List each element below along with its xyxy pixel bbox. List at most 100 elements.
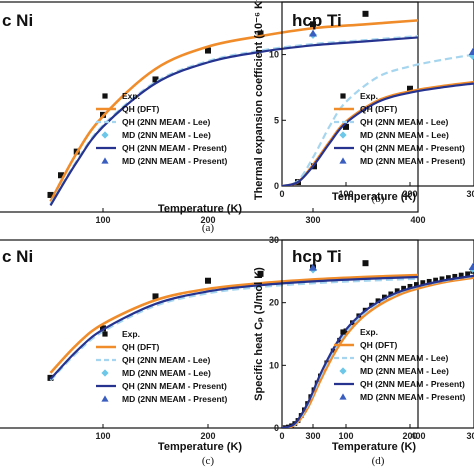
data-point-exp [152, 293, 159, 300]
data-point-md-present [468, 47, 474, 55]
panel-caption: (c) [202, 455, 215, 467]
x-tick-label: 300 [305, 431, 320, 441]
plot-frame [281, 239, 474, 429]
legend: Exp. QH (DFT) QH (2NN MEAM - Lee) MD (2NN M… [96, 91, 227, 166]
plot-area [47, 260, 418, 382]
legend-label: QH (2NN MEAM - Present) [122, 143, 227, 153]
x-axis-label: Temperature (K) [158, 441, 242, 453]
data-point-exp [47, 191, 54, 198]
data-point-md-present [339, 393, 347, 400]
legend-entry: MD (2NN MEAM - Lee) [101, 130, 211, 140]
y-axis-label: Specific heat Cₚ (J/mol K) [253, 267, 265, 401]
legend-label: MD (2NN MEAM - Lee) [360, 130, 449, 140]
data-point-exp [205, 277, 211, 284]
legend-label: MD (2NN MEAM - Lee) [122, 368, 211, 378]
x-tick-label: 0 [279, 189, 284, 199]
data-point-exp [426, 278, 432, 284]
data-point-exp [465, 271, 470, 277]
legend-entry: MD (2NN MEAM - Lee) [339, 366, 449, 376]
data-point-exp [102, 93, 108, 99]
legend-entry: Exp. [340, 91, 378, 101]
data-point-exp [382, 294, 387, 300]
legend-label: MD (2NN MEAM - Lee) [360, 366, 449, 376]
legend-entry: QH (2NN MEAM - Lee) [96, 117, 210, 127]
series-line-2 [282, 53, 474, 186]
data-point-md-lee [101, 131, 109, 139]
data-point-exp [58, 172, 64, 179]
x-tick-label: 100 [338, 431, 353, 441]
data-point-exp [340, 93, 346, 99]
series-line-1 [49, 273, 418, 374]
legend-entry: Exp. [340, 327, 378, 337]
data-point-exp [388, 291, 394, 297]
legend-entry: Exp. [102, 91, 140, 101]
legend-entry: QH (2NN MEAM - Present) [96, 381, 227, 391]
legend-entry: MD (2NN MEAM - Present) [339, 392, 465, 402]
chart-title: c Ni [2, 11, 33, 30]
chart-title: c Ni [2, 247, 33, 266]
legend-label: QH (2NN MEAM - Present) [122, 381, 227, 391]
data-point-md-present [101, 395, 109, 402]
legend-label: QH (2NN MEAM - Present) [360, 143, 465, 153]
y-tick-label: 10 [269, 360, 279, 370]
x-tick-label: 200 [402, 189, 417, 199]
legend-entry: QH (2NN MEAM - Present) [334, 143, 465, 153]
legend-label: QH (2NN MEAM - Lee) [122, 117, 210, 127]
panel-caption: (b) [372, 193, 385, 205]
x-tick-label: 300 [466, 431, 474, 441]
y-axis-label: Thermal expansion coefficient (10⁻⁶ K⁻¹) [253, 0, 265, 200]
data-point-exp [310, 21, 316, 28]
plot-frame [281, 1, 474, 187]
legend-entry: QH (2NN MEAM - Lee) [334, 117, 448, 127]
legend-entry: QH (2NN MEAM - Present) [334, 379, 465, 389]
data-point-exp [407, 85, 413, 92]
data-point-exp [446, 275, 451, 280]
legend-label: Exp. [122, 91, 140, 101]
y-tick-label: 20 [269, 298, 279, 308]
data-point-exp [433, 277, 438, 283]
legend-label: MD (2NN MEAM - Lee) [122, 130, 211, 140]
data-point-md-present [101, 157, 109, 164]
legend-label: QH (DFT) [360, 340, 397, 350]
legend-label: QH (2NN MEAM - Lee) [360, 353, 448, 363]
x-tick-label: 400 [410, 215, 425, 225]
plot-area [282, 262, 474, 428]
data-point-exp [401, 285, 406, 291]
series-line-4 [49, 275, 418, 380]
legend-label: QH (DFT) [360, 104, 397, 114]
x-tick-label: 300 [305, 215, 320, 225]
x-tick-label: 0 [279, 431, 284, 441]
legend-label: MD (2NN MEAM - Present) [360, 156, 465, 166]
data-point-exp [362, 260, 369, 267]
panel-caption: (a) [202, 222, 215, 234]
chart-title: hcp Ti [292, 247, 342, 266]
y-tick-label: 10 [269, 50, 279, 60]
y-tick-label: 0 [274, 181, 279, 191]
legend-entry: QH (DFT) [96, 104, 159, 114]
legend-entry: QH (DFT) [96, 342, 159, 352]
legend-label: QH (DFT) [122, 104, 159, 114]
x-axis-label: Temperature (K) [332, 441, 416, 453]
data-point-exp [362, 10, 369, 17]
legend-label: Exp. [122, 329, 140, 339]
legend-entry: MD (2NN MEAM - Lee) [101, 368, 211, 378]
legend-label: QH (2NN MEAM - Lee) [122, 355, 210, 365]
legend-label: MD (2NN MEAM - Present) [360, 392, 465, 402]
data-point-exp [257, 30, 264, 37]
plot-area [47, 10, 418, 207]
data-point-exp [394, 288, 400, 294]
chart-panel-b: 0 100 200 300 0 5 10 hcp Ti Temperature (K) Therm… [253, 0, 474, 205]
legend: Exp. QH (DFT) QH (2NN MEAM - Lee) MD (2NN M… [334, 327, 465, 402]
data-point-md-lee [339, 131, 347, 139]
x-tick-label: 200 [200, 215, 215, 225]
x-axis-label: Temperature (K) [332, 191, 416, 203]
legend: Exp. QH (DFT) QH (2NN MEAM - Lee) MD (2NN M… [334, 91, 465, 166]
data-point-md-present [339, 157, 347, 164]
legend-entry: QH (2NN MEAM - Present) [96, 143, 227, 153]
data-point-exp [407, 283, 413, 289]
y-tick-label: 0 [274, 423, 279, 433]
data-point-md-lee [101, 369, 109, 377]
x-axis-label: Temperature (K) [158, 203, 242, 215]
legend-label: MD (2NN MEAM - Present) [122, 156, 227, 166]
